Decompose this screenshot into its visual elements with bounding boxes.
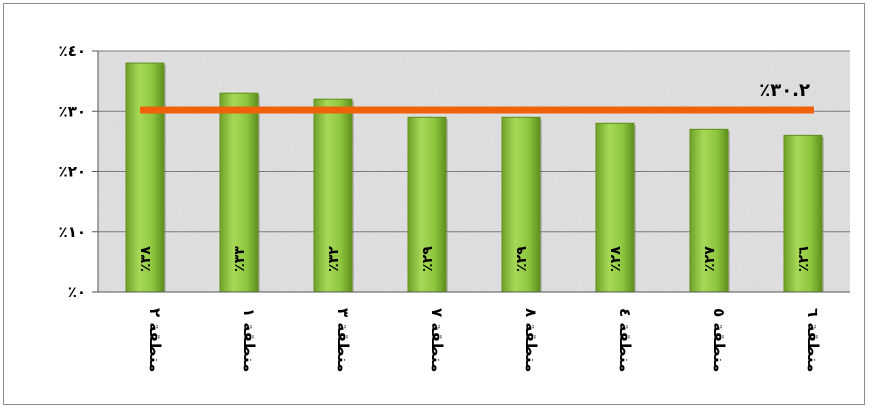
bars-group: ٪٣٨ ٪٣٣ ٪٣٢ ٪٢٩ ٪٢٩ ٪٢٨ ٪٢٧ ٪٢٦	[125, 62, 824, 293]
x-category-label: منطقة ١	[240, 308, 258, 372]
bar	[313, 98, 353, 293]
x-axis-categories: منطقة ٢ منطقة ١ منطقة ٣ منطقة ٧ منطقة ٨ منطقة…	[146, 308, 822, 372]
bar-value-label: ٪٣٢	[326, 246, 342, 272]
bar-value-label: ٪٢٧	[702, 246, 718, 272]
bar	[219, 92, 259, 293]
y-tick-label: ٪١٠	[59, 223, 86, 241]
bar	[125, 62, 165, 293]
bar	[595, 122, 635, 293]
x-category-label: منطقة ٦	[804, 308, 822, 372]
bar-value-label: ٪٣٨	[138, 246, 154, 272]
bar	[783, 134, 823, 293]
x-category-label: منطقة ٤	[616, 308, 634, 372]
bar	[689, 128, 729, 293]
bar-value-label: ٪٢٨	[608, 246, 624, 272]
y-tick-label: ٪٠	[68, 283, 86, 301]
average-label: ٪٣٠.٢	[759, 80, 810, 101]
x-category-label: منطقة ٥	[710, 308, 728, 372]
bar	[407, 116, 447, 293]
bar-value-label: ٪٢٩	[420, 246, 436, 272]
bar-value-label: ٪٢٩	[514, 246, 530, 272]
bar-value-label: ٪٢٦	[796, 246, 812, 272]
x-category-label: منطقة ٧	[428, 308, 446, 372]
y-axis-ticks: ٪٠ ٪١٠ ٪٢٠ ٪٣٠ ٪٤٠	[59, 42, 850, 301]
bar-value-label: ٪٣٣	[232, 246, 248, 272]
bar	[501, 116, 541, 293]
y-tick-label: ٪٣٠	[59, 102, 86, 120]
average-line-group: ٪٣٠.٢	[140, 80, 814, 114]
x-category-label: منطقة ٢	[146, 308, 164, 372]
y-tick-label: ٪٤٠	[59, 42, 86, 60]
x-category-label: منطقة ٨	[522, 308, 540, 372]
y-tick-label: ٪٢٠	[59, 163, 86, 181]
x-category-label: منطقة ٣	[334, 308, 352, 372]
